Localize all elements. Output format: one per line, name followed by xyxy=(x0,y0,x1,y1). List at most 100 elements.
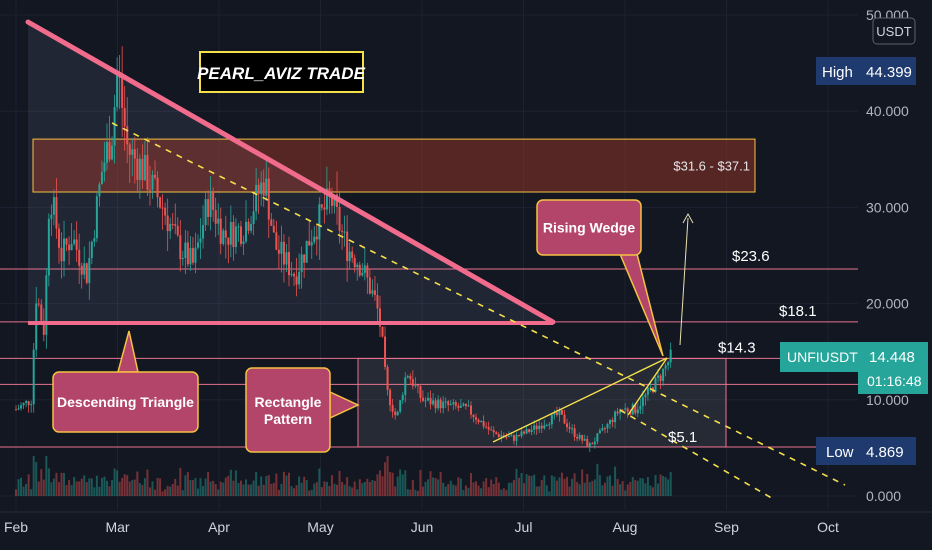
candle-body xyxy=(305,240,308,263)
volume-bar xyxy=(588,482,591,496)
low-value: 4.869 xyxy=(866,444,904,461)
volume-bar xyxy=(128,481,131,496)
volume-bar xyxy=(98,486,101,496)
candle-body xyxy=(156,177,159,198)
candle-body xyxy=(224,230,227,238)
candle-body xyxy=(477,419,480,423)
volume-bar xyxy=(47,468,50,496)
volume-bar xyxy=(37,481,40,496)
volume-bar xyxy=(272,483,275,496)
candle-body xyxy=(330,193,333,206)
x-tick-label: May xyxy=(307,519,333,535)
volume-bar xyxy=(619,484,622,496)
candle-body xyxy=(416,385,419,387)
volume-bar xyxy=(432,477,435,496)
candle-body xyxy=(603,428,606,430)
callout-descending-triangle-box xyxy=(52,371,199,433)
candle-body xyxy=(166,215,169,232)
candle-body xyxy=(363,265,366,273)
volume-bar xyxy=(308,490,311,496)
high-value: 44.399 xyxy=(866,64,912,81)
y-axis[interactable]: 0.00010.00020.00030.00040.00050.000USDTH… xyxy=(780,0,932,512)
volume-bar xyxy=(146,469,149,496)
candle-body xyxy=(573,428,576,437)
volume-bar xyxy=(143,478,146,496)
volume-bar xyxy=(161,491,164,496)
candle-body xyxy=(85,263,88,283)
candle-body xyxy=(313,236,316,243)
volume-bar xyxy=(664,477,667,496)
candle-body xyxy=(338,206,341,231)
candle-body xyxy=(128,144,131,155)
candle-body xyxy=(485,426,488,428)
volume-bar xyxy=(217,489,220,496)
volume-bar xyxy=(179,467,182,496)
candle-body xyxy=(611,419,614,423)
volume-bar xyxy=(629,482,632,496)
candle-body xyxy=(126,126,129,145)
level-label-23: $23.6 xyxy=(732,248,770,265)
volume-bar xyxy=(457,477,460,496)
candle-body xyxy=(290,273,293,276)
candles xyxy=(15,46,672,452)
candle-body xyxy=(239,226,242,244)
y-axis-panel xyxy=(858,0,932,512)
volume-bar xyxy=(328,486,331,496)
x-axis[interactable]: Feb Mar Apr May Jun Jul Aug Sep Oct xyxy=(0,511,932,550)
volume-bar xyxy=(293,488,296,496)
volume-bar xyxy=(520,473,523,496)
volume-bar xyxy=(606,476,609,496)
candle-body xyxy=(523,431,526,434)
volume-bar xyxy=(237,483,240,496)
high-tag xyxy=(816,57,916,85)
candle-body xyxy=(217,218,220,224)
volume-bar xyxy=(156,477,159,496)
candle-body xyxy=(490,429,493,431)
candle-body xyxy=(469,405,472,415)
candle-body xyxy=(108,142,111,160)
volume-bar xyxy=(444,486,447,496)
volume-bar xyxy=(212,480,215,496)
candle-body xyxy=(164,207,167,216)
pattern-lines xyxy=(25,19,846,501)
volume-bar xyxy=(411,479,414,496)
candle-body xyxy=(323,207,326,210)
candle-body xyxy=(123,107,126,127)
candle-body xyxy=(207,199,210,217)
candle-body xyxy=(133,149,136,159)
candle-body xyxy=(659,375,662,381)
target-arrow-head xyxy=(682,212,694,224)
x-tick-label: Mar xyxy=(105,519,129,535)
candle-body xyxy=(535,425,538,430)
volume-bar xyxy=(525,474,528,496)
candle-body xyxy=(629,411,632,415)
volume-bar xyxy=(571,478,574,496)
volume-bar xyxy=(646,477,649,496)
candle-body xyxy=(103,162,106,173)
volume-bar xyxy=(242,484,245,496)
candle-body xyxy=(593,441,596,445)
candle-body xyxy=(275,232,278,250)
candle-body xyxy=(161,207,164,209)
candle-body xyxy=(148,189,151,191)
candle-body xyxy=(98,184,101,197)
candle-body xyxy=(591,443,594,445)
candle-body xyxy=(424,400,427,402)
candle-body xyxy=(202,225,205,239)
candle-body xyxy=(376,295,379,309)
volume-bar xyxy=(492,483,495,496)
candle-body xyxy=(63,238,66,262)
candle-body xyxy=(174,224,177,226)
candle-body xyxy=(295,276,298,285)
volume-bar xyxy=(227,475,230,496)
volume-bar xyxy=(378,470,381,496)
volume-bar xyxy=(424,481,427,496)
candle-body xyxy=(159,197,162,208)
volume-bar xyxy=(42,479,45,496)
candle-body xyxy=(411,379,414,387)
volume-bar xyxy=(232,480,235,496)
volume-bar xyxy=(368,481,371,496)
volume-bar xyxy=(176,485,179,496)
candle-body xyxy=(609,419,612,425)
